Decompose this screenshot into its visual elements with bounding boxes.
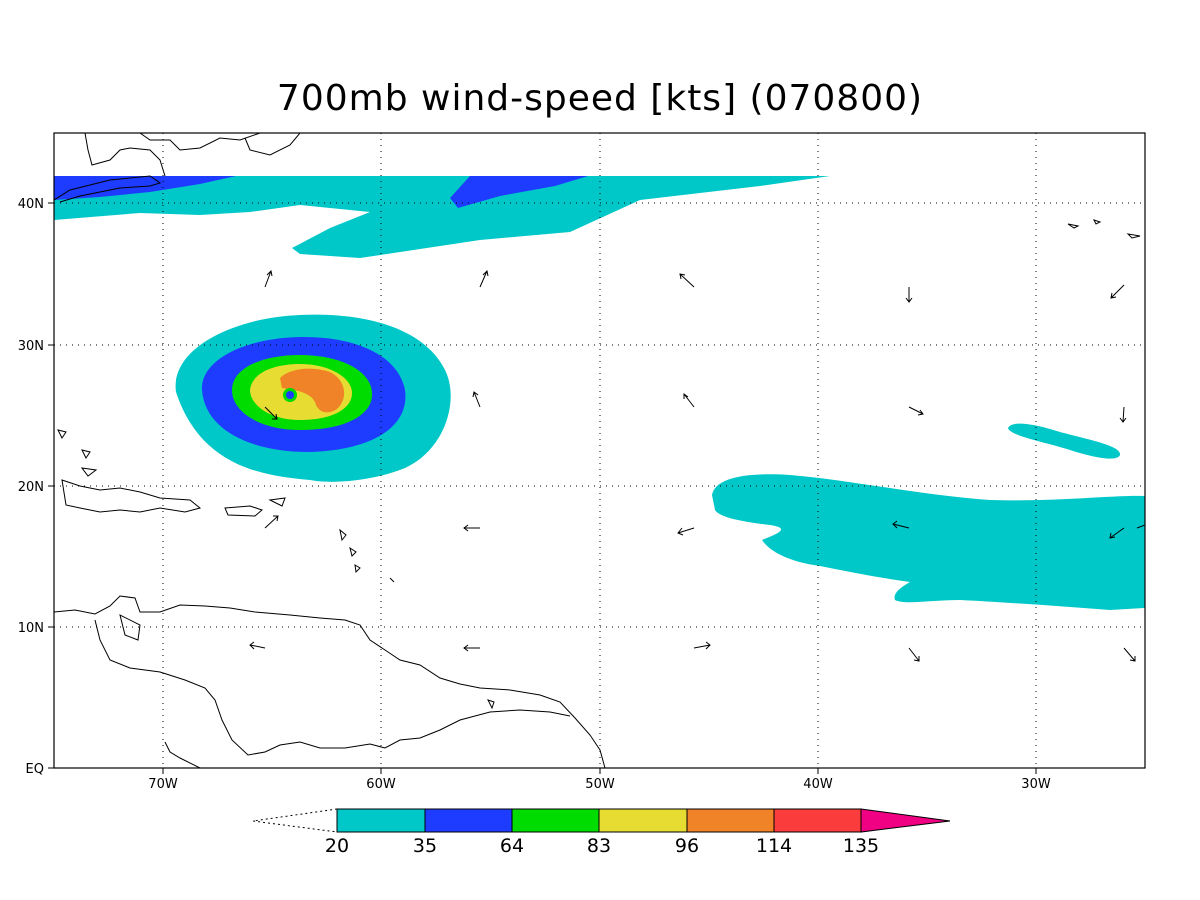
lon-ticks [162,768,1037,774]
wind-vector [908,647,920,662]
colorbar-label-96: 96 [675,835,699,857]
colorbar-swatch-135 [860,808,951,833]
contour-20kt-east-band [712,474,1145,610]
lat-label-eq: EQ [26,762,44,777]
map-area [54,133,1145,768]
contour-35kt-eye [286,391,294,399]
lon-label-40w: 40W [803,777,833,792]
colorbar-swatch-64 [511,808,600,833]
coastlines [54,133,1141,768]
lon-label-60w: 60W [366,777,396,792]
wind-vector [1110,284,1125,299]
wind-vector [264,269,273,288]
wind-vector [683,393,695,408]
wind-vector [463,644,480,652]
lat-axis: 40N 30N 20N 10N EQ [18,197,54,777]
coastline-caribbean-islands [57,429,395,583]
lon-axis: 70W 60W 50W 40W 30W [148,768,1051,792]
wind-speed-contours [54,176,1145,610]
wind-vector [463,524,480,532]
wind-vector [1136,524,1145,529]
wind-vector [677,527,695,536]
map-title: 700mb wind-speed [kts] (070800) [276,78,924,119]
lon-label-50w: 50W [585,777,615,792]
colorbar: 20 35 64 83 96 114 135 [252,808,951,857]
wind-vector [249,641,266,650]
lon-label-30w: 30W [1021,777,1051,792]
colorbar-label-64: 64 [500,835,524,857]
colorbar-label-35: 35 [413,835,437,857]
wind-vector [1109,527,1125,539]
lat-label-20n: 20N [18,480,44,495]
wind-vector [1123,647,1136,662]
colorbar-label-20: 20 [325,835,349,857]
colorbar-swatch-35 [424,808,513,833]
contour-20kt-east-patch [1008,423,1121,459]
lon-label-70w: 70W [148,777,178,792]
wind-vectors [249,269,1145,662]
wind-vector [905,287,913,303]
lat-ticks [48,202,54,769]
colorbar-low-triangle [252,808,338,833]
coastline-northeast-us [54,133,301,203]
wind-vector [264,406,278,420]
wind-vector [1119,406,1127,423]
wind-vector [479,269,489,288]
coastline-azores [1067,219,1141,239]
colorbar-swatch-83 [598,808,688,833]
wind-vector [693,641,711,650]
colorbar-label-114: 114 [756,835,792,857]
contour-96kt-hurricane [280,368,345,413]
colorbar-swatch-96 [686,808,775,833]
wind-vector [472,391,481,408]
lat-label-40n: 40N [18,197,44,212]
wind-vector [679,273,695,288]
colorbar-label-135: 135 [843,835,879,857]
wind-vector [892,520,910,529]
colorbar-swatch-114 [773,808,862,833]
colorbar-label-83: 83 [587,835,611,857]
lat-label-30n: 30N [18,339,44,354]
wind-vector [264,515,279,529]
contour-35kt-northwest [54,176,236,200]
contour-20kt-north-band [54,176,830,258]
colorbar-swatch-20 [336,808,426,833]
contour-35kt-north-center [450,176,588,208]
coastline-south-america [54,595,606,768]
lat-label-10n: 10N [18,621,44,636]
wind-vector [908,406,924,416]
